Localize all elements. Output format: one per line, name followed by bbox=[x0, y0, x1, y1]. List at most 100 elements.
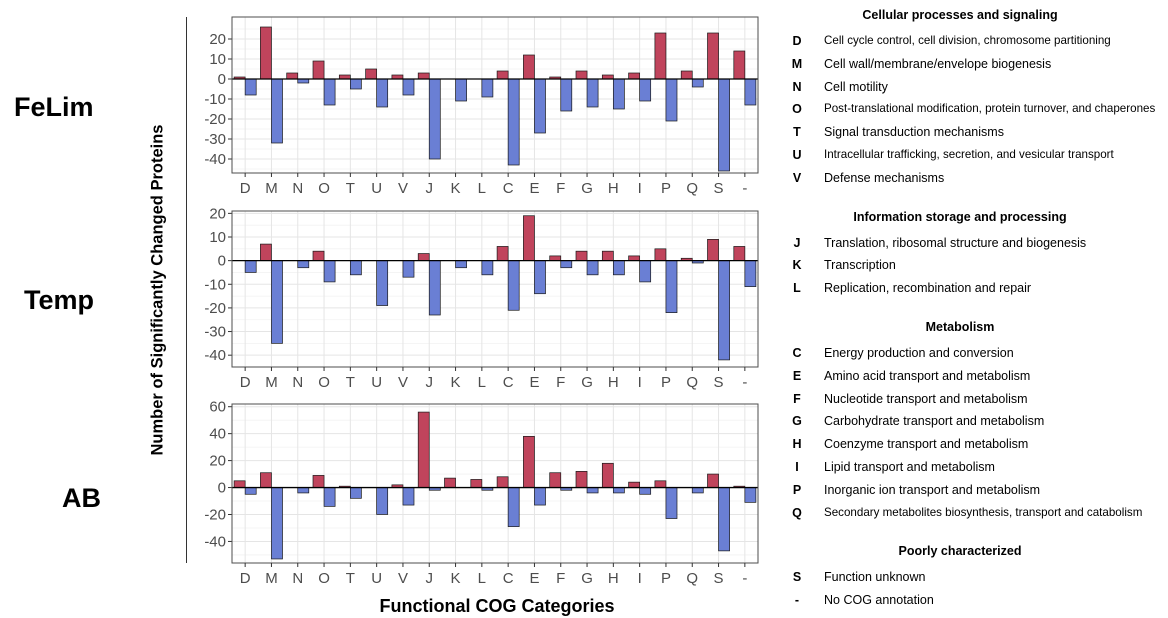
x-tick-label-felim: I bbox=[638, 180, 642, 197]
bar-felim-down-I bbox=[639, 78, 652, 102]
legend-item: I Lipid transport and metabolism bbox=[790, 460, 1168, 483]
bar-ab-up-G bbox=[575, 471, 588, 488]
legend-description: Intracellular trafficking, secretion, an… bbox=[824, 147, 1114, 161]
legend-code: F bbox=[793, 391, 801, 406]
x-tick-label-felim: S bbox=[714, 180, 724, 197]
bar-felim-down-L bbox=[481, 78, 494, 98]
x-tick-label-felim: V bbox=[398, 180, 408, 197]
x-tick-label-felim: J bbox=[426, 180, 434, 197]
legend-code: D bbox=[792, 34, 802, 48]
x-tick-label-felim: N bbox=[292, 180, 303, 197]
bar-ab-up-K bbox=[444, 477, 456, 488]
legend-item: H Coenzyme transport and metabolism bbox=[790, 437, 1168, 460]
bar-temp-down-K bbox=[455, 260, 467, 269]
x-tick-label-ab: F bbox=[556, 570, 565, 587]
legend-code: S bbox=[792, 570, 802, 585]
bar-ab-down-T bbox=[350, 487, 362, 499]
legend-code: M bbox=[791, 56, 803, 71]
legend-code: G bbox=[792, 414, 802, 429]
x-tick-label-felim: M bbox=[265, 180, 278, 197]
bar-temp-down-M bbox=[271, 260, 283, 344]
bar-temp-down-O bbox=[323, 260, 336, 283]
bar-ab-up-F bbox=[549, 472, 562, 488]
legend-code: U bbox=[792, 147, 802, 162]
legend-item: G Carbohydrate transport and metabolism bbox=[790, 414, 1168, 437]
legend-description: Signal transduction mechanisms bbox=[824, 125, 1004, 140]
row-label-felim: FeLim bbox=[14, 92, 94, 122]
x-tick-label-ab: H bbox=[608, 570, 619, 587]
bar-temp-down-- bbox=[744, 260, 757, 287]
legend-description: Function unknown bbox=[824, 570, 926, 585]
bar-ab-down-E bbox=[534, 487, 546, 506]
x-tick-label-ab: Q bbox=[686, 570, 698, 587]
y-tick-label: -40 bbox=[204, 347, 226, 364]
x-axis-label: Functional COG Categories bbox=[379, 596, 615, 616]
bar-felim-up-O bbox=[312, 60, 325, 80]
bar-temp-up-E bbox=[523, 215, 535, 261]
row-divider-line bbox=[186, 17, 187, 563]
legend-code: I bbox=[795, 459, 799, 474]
x-tick-label-ab: I bbox=[638, 570, 642, 587]
y-tick-label: 10 bbox=[209, 229, 226, 246]
y-tick-label: -20 bbox=[204, 111, 226, 128]
bar-temp-down-J bbox=[428, 260, 441, 316]
panel-felim-border bbox=[231, 16, 759, 174]
legend-item: K Transcription bbox=[790, 258, 1168, 281]
bar-temp-down-E bbox=[534, 260, 546, 295]
panel-ab-border bbox=[231, 403, 759, 564]
x-tick-label-felim: E bbox=[529, 180, 539, 197]
bar-felim-down-E bbox=[534, 78, 546, 134]
legend-description: No COG annotation bbox=[824, 593, 934, 608]
bar-ab-up-O bbox=[312, 475, 325, 488]
x-tick-label-temp: N bbox=[292, 374, 303, 391]
y-tick-label: -10 bbox=[204, 91, 226, 108]
y-tick-label: -40 bbox=[204, 533, 226, 550]
legend-code: H bbox=[792, 437, 802, 452]
bar-felim-down-O bbox=[323, 78, 336, 106]
bar-felim-up-N bbox=[286, 72, 299, 80]
bar-temp-down-F bbox=[560, 260, 573, 269]
bar-temp-down-D bbox=[244, 260, 257, 273]
legend-description: Carbohydrate transport and metabolism bbox=[824, 414, 1045, 429]
bar-temp-down-G bbox=[586, 260, 599, 276]
bar-temp-up-P bbox=[654, 248, 667, 261]
bar-ab-down-N bbox=[297, 487, 310, 494]
x-tick-label-ab: O bbox=[318, 570, 330, 587]
legend-description: Defense mechanisms bbox=[824, 170, 945, 185]
x-tick-label-ab: G bbox=[581, 570, 593, 587]
x-tick-label-ab: K bbox=[451, 570, 461, 587]
x-tick-label-temp: V bbox=[398, 374, 408, 391]
bar-felim-down-V bbox=[402, 78, 415, 96]
x-tick-label-felim: U bbox=[371, 180, 382, 197]
legend-description: Cell cycle control, cell division, chrom… bbox=[824, 34, 1111, 47]
bar-temp-up-H bbox=[601, 250, 614, 261]
panel-ab-background bbox=[232, 404, 758, 563]
bar-ab-down-H bbox=[612, 487, 625, 494]
bar-ab-down-Q bbox=[691, 487, 704, 494]
bar-felim-up-E bbox=[523, 54, 535, 80]
legend-description: Cell motility bbox=[824, 79, 888, 94]
bar-temp-down-P bbox=[665, 260, 678, 313]
legend-description: Nucleotide transport and metabolism bbox=[824, 391, 1028, 406]
bar-ab-down-I bbox=[639, 487, 652, 495]
bar-temp-down-I bbox=[639, 260, 652, 283]
bar-temp-down-T bbox=[350, 260, 362, 276]
y-tick-label: -40 bbox=[204, 151, 226, 168]
bar-temp-down-C bbox=[507, 260, 520, 311]
legend-description: Replication, recombination and repair bbox=[824, 281, 1032, 296]
row-label-ab: AB bbox=[62, 483, 101, 513]
legend-item: M Cell wall/membrane/envelope biogenesis bbox=[790, 57, 1168, 80]
bar-temp-up-M bbox=[260, 243, 272, 261]
legend-description: Energy production and conversion bbox=[824, 345, 1014, 360]
x-tick-label-temp: P bbox=[661, 374, 671, 391]
bar-felim-down-T bbox=[350, 78, 362, 90]
panel-felim-background bbox=[232, 17, 758, 173]
x-tick-label-ab: J bbox=[426, 570, 434, 587]
legend-item: - No COG annotation bbox=[790, 593, 1168, 616]
x-tick-label-ab: M bbox=[265, 570, 278, 587]
legend-group-title: Cellular processes and signaling bbox=[862, 8, 1058, 22]
x-tick-label-temp: O bbox=[318, 374, 330, 391]
x-tick-label-ab: E bbox=[529, 570, 539, 587]
bar-ab-down-G bbox=[586, 487, 599, 494]
legend-code: E bbox=[792, 368, 802, 383]
